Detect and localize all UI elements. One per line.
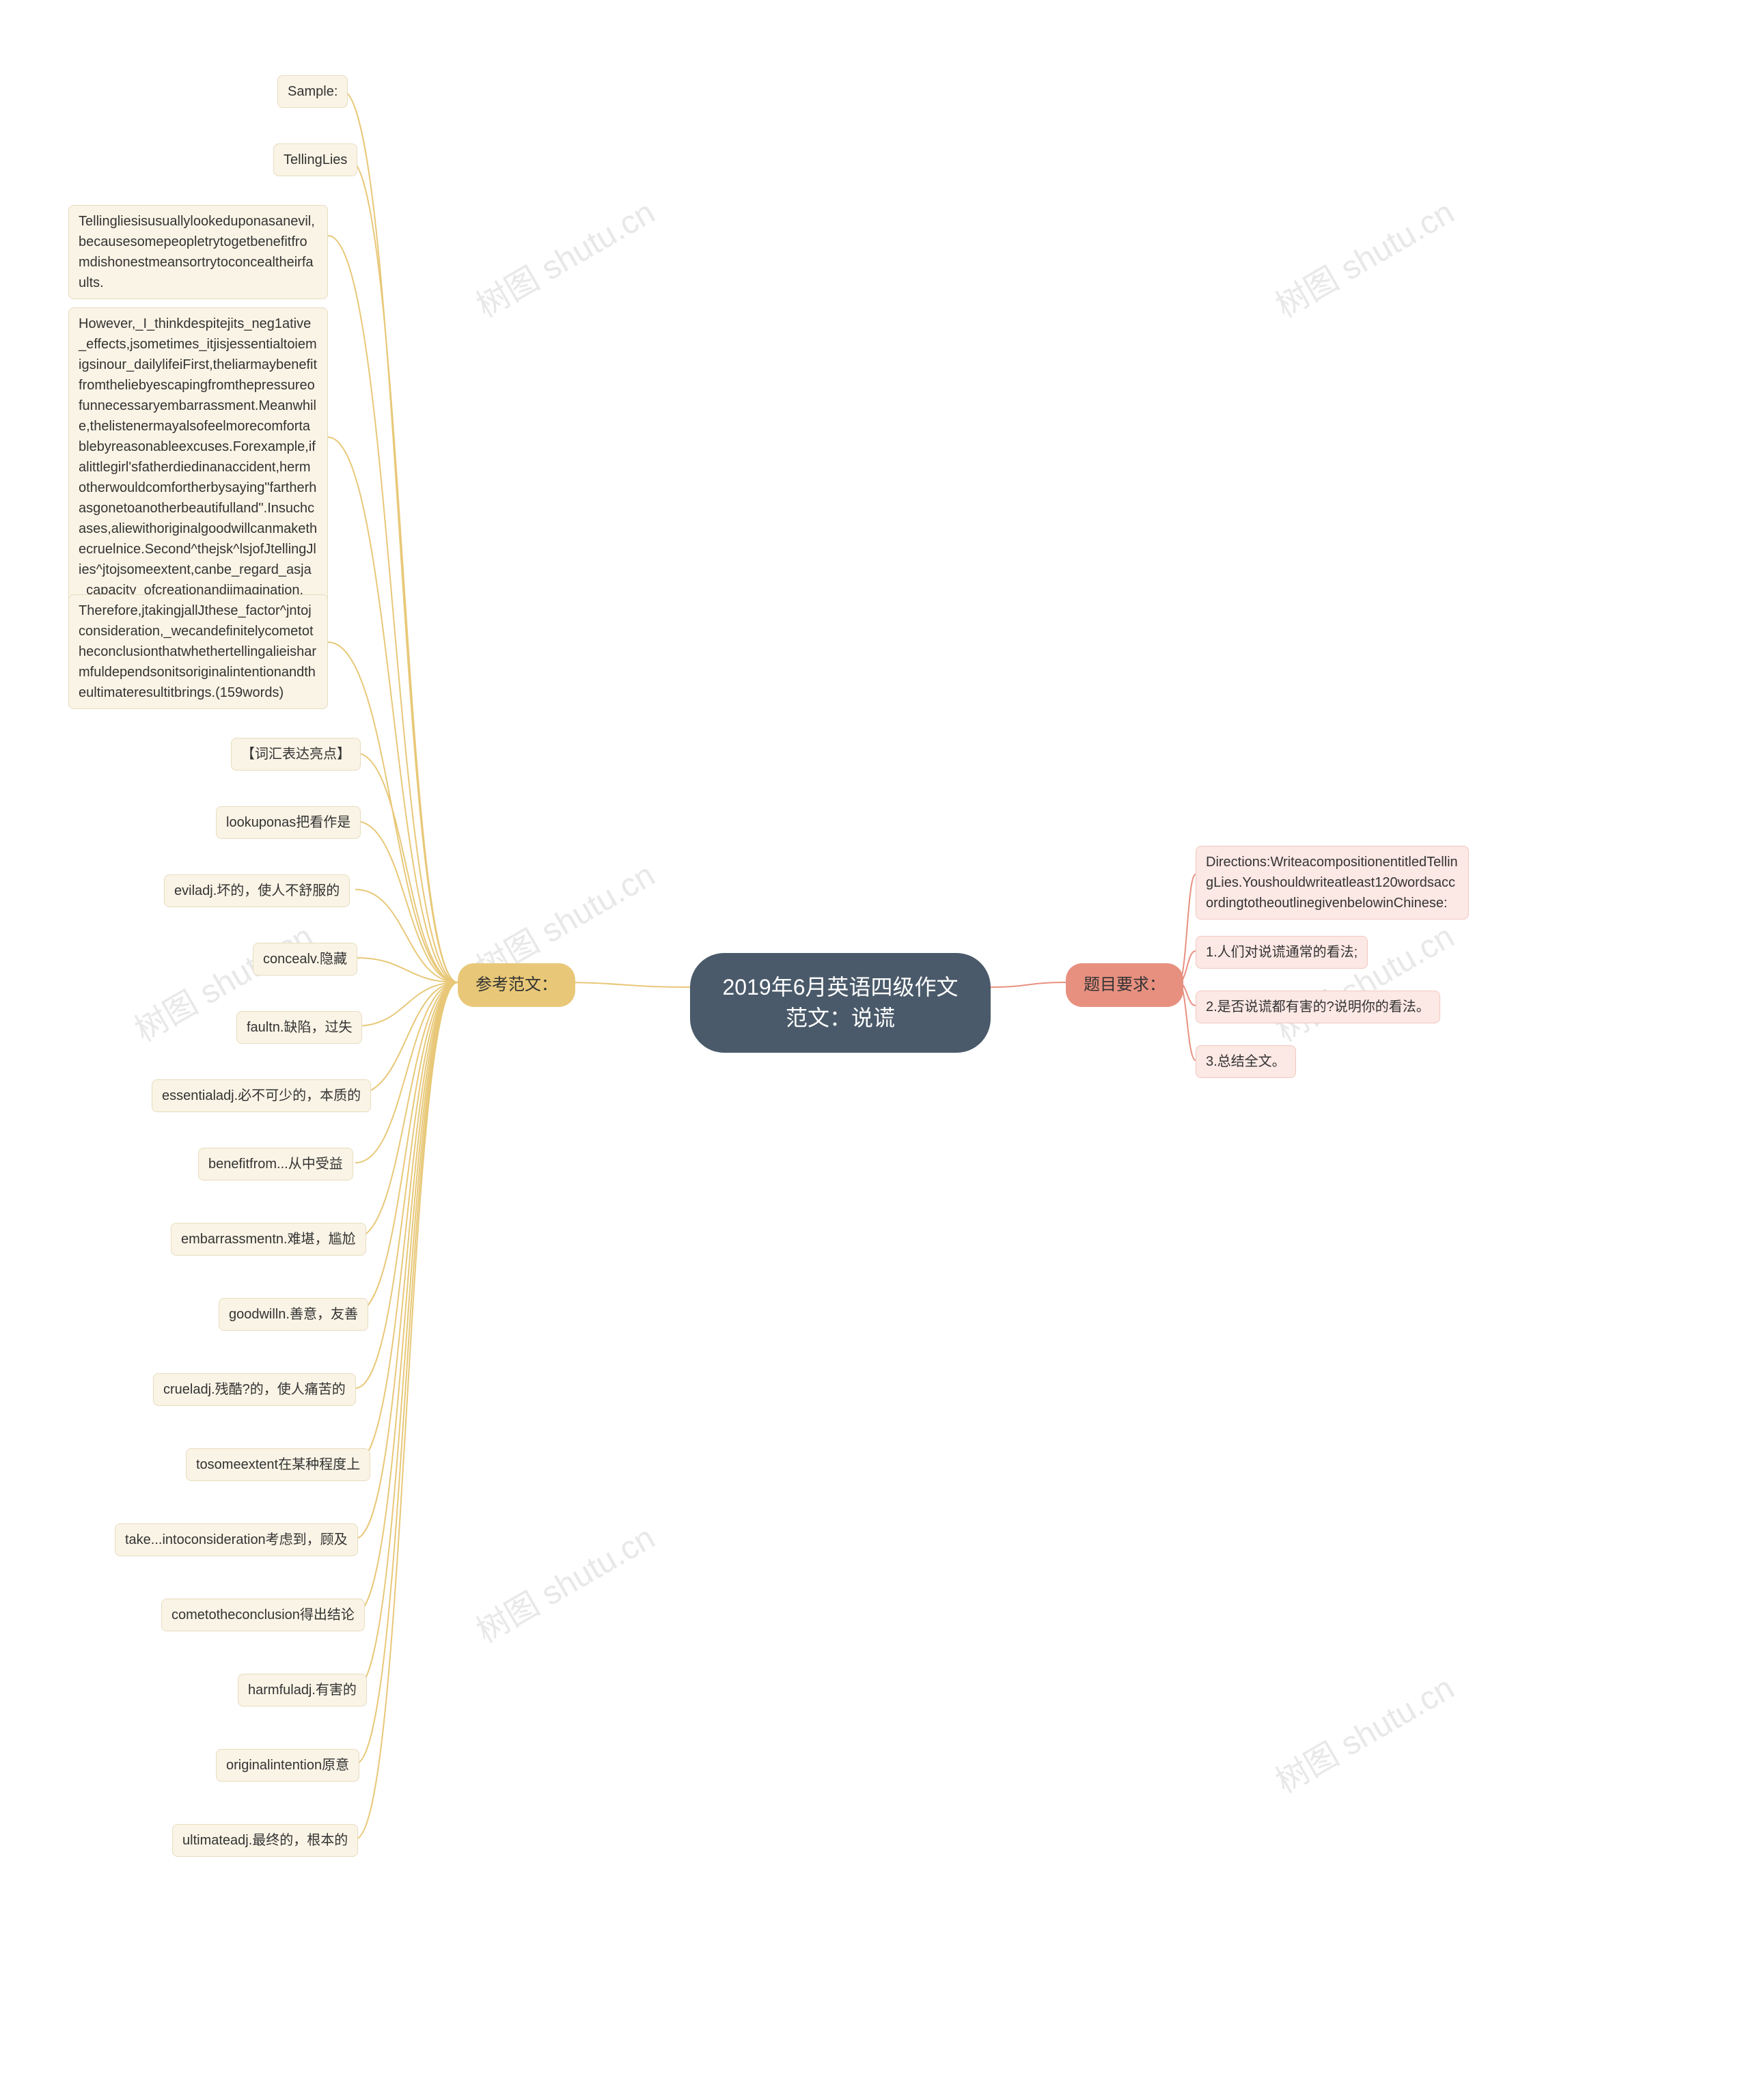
watermark: 树图 shutu.cn <box>1265 186 1461 327</box>
mindmap-canvas: 树图 shutu.cn 树图 shutu.cn 树图 shutu.cn 树图 shut… <box>0 0 1749 2100</box>
left-leaf-18: harmfuladj.有害的 <box>238 1674 367 1707</box>
left-leaf-8: concealv.隐藏 <box>253 943 357 976</box>
watermark: 树图 shutu.cn <box>466 1511 662 1652</box>
right-leaf-0: Directions:WriteacompositionentitledTell… <box>1196 846 1469 920</box>
left-leaf-11: benefitfrom...从中受益 <box>198 1148 353 1180</box>
left-leaf-2: Tellingliesisusuallylookeduponasanevil,b… <box>68 205 328 299</box>
left-leaf-20: ultimateadj.最终的，根本的 <box>172 1824 358 1857</box>
left-leaf-9: faultn.缺陷，过失 <box>236 1011 362 1044</box>
left-main-node: 参考范文： <box>458 963 575 1007</box>
right-main-label: 题目要求： <box>1084 976 1166 994</box>
right-leaf-3: 3.总结全文。 <box>1196 1045 1296 1078</box>
watermark: 树图 shutu.cn <box>1265 910 1461 1051</box>
left-leaf-16: take...intoconsideration考虑到，顾及 <box>115 1523 358 1556</box>
center-line1: 2019年6月英语四级作文 <box>720 972 961 1003</box>
watermark: 树图 shutu.cn <box>466 186 662 327</box>
left-leaf-7: eviladj.坏的，使人不舒服的 <box>164 874 350 907</box>
left-main-label: 参考范文： <box>476 976 557 994</box>
left-leaf-1: TellingLies <box>273 143 357 176</box>
left-leaf-15: tosomeextent在某种程度上 <box>186 1448 370 1481</box>
left-leaf-5: 【词汇表达亮点】 <box>231 738 361 771</box>
left-leaf-14: crueladj.残酷?的，使人痛苦的 <box>153 1373 356 1406</box>
right-leaf-2: 2.是否说谎都有害的?说明你的看法。 <box>1196 991 1440 1023</box>
right-leaf-1: 1.人们对说谎通常的看法; <box>1196 936 1368 969</box>
left-leaf-17: cometotheconclusion得出结论 <box>161 1599 365 1631</box>
center-line2: 范文：说谎 <box>720 1003 961 1034</box>
left-leaf-0: Sample: <box>277 75 348 108</box>
left-leaf-19: originalintention原意 <box>216 1749 359 1782</box>
left-leaf-13: goodwilln.善意，友善 <box>219 1298 368 1331</box>
left-leaf-10: essentialadj.必不可少的，本质的 <box>152 1079 371 1112</box>
left-leaf-12: embarrassmentn.难堪，尴尬 <box>171 1223 366 1256</box>
left-leaf-4: Therefore,jtakingjallJthese_factor^jntoj… <box>68 594 328 709</box>
right-main-node: 题目要求： <box>1066 963 1183 1007</box>
left-leaf-3: However,_I_thinkdespitejits_neg1ative_ef… <box>68 307 328 607</box>
left-leaf-6: lookuponas把看作是 <box>216 806 361 839</box>
watermark: 树图 shutu.cn <box>1265 1661 1461 1802</box>
center-node: 2019年6月英语四级作文 范文：说谎 <box>690 953 991 1053</box>
